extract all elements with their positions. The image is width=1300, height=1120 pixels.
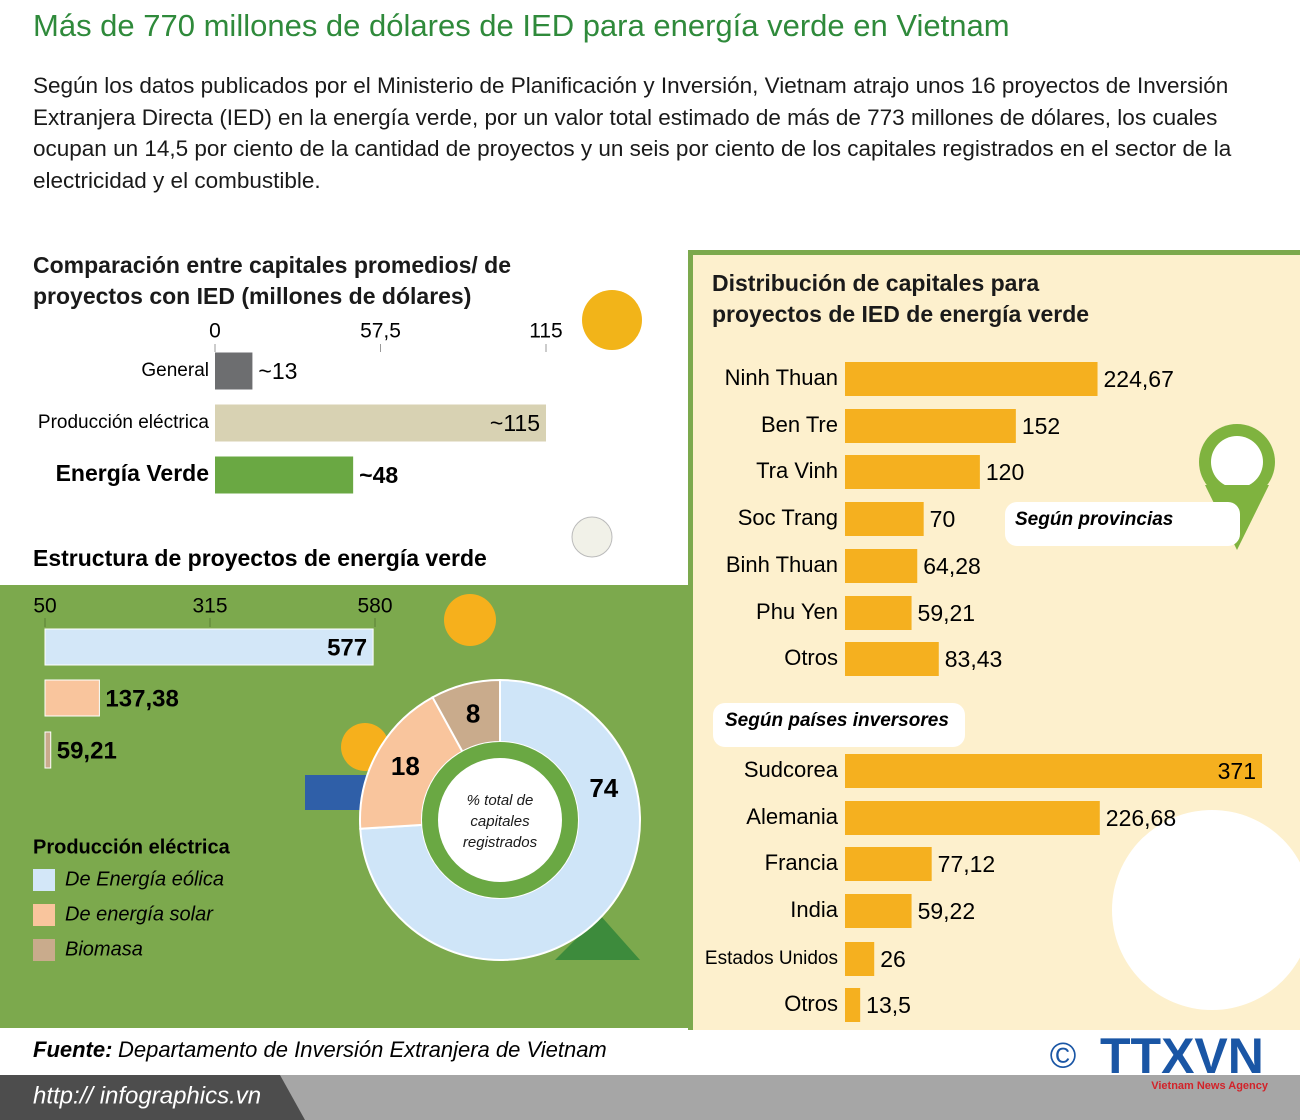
logo-name: TTXVN: [1100, 1028, 1264, 1084]
bar: [845, 549, 918, 583]
slice-label: 74: [589, 773, 618, 803]
bar: [845, 801, 1100, 835]
source-text: Departamento de Inversión Extranjera de …: [118, 1037, 607, 1062]
legend-label: De energía solar: [65, 903, 214, 925]
bar: [215, 352, 253, 390]
value-label: ~48: [359, 462, 398, 488]
panel-border: [688, 250, 693, 1030]
legend-title: Producción eléctrica: [33, 836, 231, 858]
category-label: Sudcorea: [744, 757, 839, 782]
x-tick-label: 580: [357, 595, 392, 618]
category-label: Phu Yen: [756, 599, 838, 624]
page-title: Más de 770 millones de dólares de IED pa…: [33, 8, 1010, 43]
category-label: Tra Vinh: [756, 458, 838, 483]
bar: [845, 894, 912, 928]
chart-title: Estructura de proyectos de energía verde: [33, 545, 487, 571]
legend-swatch: [33, 939, 55, 961]
x-tick-label: 115: [529, 320, 562, 343]
subtitle-box: [713, 703, 965, 747]
value-label: ~115: [490, 410, 540, 436]
bar: [845, 409, 1016, 443]
value-label: 371: [1218, 758, 1256, 784]
value-label: 137,38: [105, 685, 178, 712]
value-label: 120: [986, 459, 1024, 485]
value-label: ~13: [258, 358, 297, 384]
bar: [845, 362, 1098, 396]
value-label: 152: [1022, 413, 1060, 439]
value-label: 577: [327, 634, 367, 661]
value-label: 64,28: [923, 553, 981, 579]
slice-label: 18: [391, 751, 420, 781]
chart-title: Distribución de capitales para proyectos…: [712, 270, 1090, 327]
bar: [845, 596, 912, 630]
x-tick-label: 57,5: [360, 320, 401, 343]
value-label: 226,68: [1106, 805, 1176, 831]
logo-copyright: ©: [1050, 1035, 1077, 1076]
legend-box: [20, 832, 235, 972]
value-label: 77,12: [938, 851, 996, 877]
donut-ring: [422, 742, 578, 898]
dollar-icon: [582, 290, 642, 350]
subtitle-box: [1005, 502, 1240, 546]
legend-label: Biomasa: [65, 938, 143, 960]
pin-icon: [1211, 436, 1263, 488]
category-label: Otros: [784, 991, 838, 1016]
category-label: General: [141, 360, 209, 381]
bulb-icon: [571, 516, 613, 558]
x-tick-label: 315: [192, 595, 227, 618]
bar: [215, 456, 354, 494]
category-label: Alemania: [746, 804, 838, 829]
subtitle: Según provincias: [1015, 509, 1173, 530]
x-tick-label: 0: [209, 320, 221, 343]
bar: [845, 455, 980, 489]
footer-band: [0, 1075, 305, 1120]
category-label: Ben Tre: [761, 412, 838, 437]
category-label: Energía Verde: [56, 460, 209, 486]
legend-swatch: [33, 904, 55, 926]
bar: [845, 988, 861, 1022]
bar: [44, 731, 52, 769]
source-label: Fuente:: [33, 1037, 112, 1062]
bar: [215, 404, 546, 442]
sun-icon: [444, 594, 496, 646]
category-label: Ninh Thuan: [725, 365, 838, 390]
slice-label: 8: [466, 698, 480, 728]
category-label: Producción eléctrica: [38, 412, 210, 433]
value-label: 13,5: [866, 992, 911, 1018]
intro-paragraph: Según los datos publicados por el Minist…: [33, 73, 1232, 193]
panel-border: [688, 250, 1300, 255]
category-label: Francia: [765, 850, 839, 875]
category-label: Binh Thuan: [726, 552, 838, 577]
x-tick-label: 50: [33, 595, 56, 618]
handshake-backdrop: [1112, 810, 1300, 1010]
donut-center-label: % total de capitales registrados: [462, 792, 538, 851]
bar: [845, 642, 939, 676]
category-label: India: [790, 897, 838, 922]
value-label: 26: [880, 946, 906, 972]
bar: [845, 754, 1263, 788]
logo-tagline: Vietnam News Agency: [1151, 1080, 1269, 1092]
bar: [845, 502, 924, 536]
value-label: 224,67: [1104, 366, 1174, 392]
hill-icon: [555, 915, 640, 960]
category-label: Otros: [784, 645, 838, 670]
value-label: 59,21: [57, 737, 117, 764]
value-label: 83,43: [945, 646, 1003, 672]
legend-label: De Energía eólica: [65, 868, 224, 890]
chart-title: Comparación entre capitales promedios/ d…: [33, 252, 512, 309]
value-label: 59,22: [918, 898, 976, 924]
value-label: 59,21: [918, 600, 976, 626]
url: http:// infographics.vn: [33, 1082, 261, 1109]
bar: [44, 628, 374, 666]
category-label: Soc Trang: [738, 505, 838, 530]
bar: [845, 942, 875, 976]
subtitle: Según países inversores: [725, 710, 949, 731]
bar: [845, 847, 932, 881]
bar: [44, 679, 100, 717]
legend-swatch: [33, 869, 55, 891]
value-label: 70: [930, 506, 956, 532]
category-label: Estados Unidos: [705, 948, 838, 969]
